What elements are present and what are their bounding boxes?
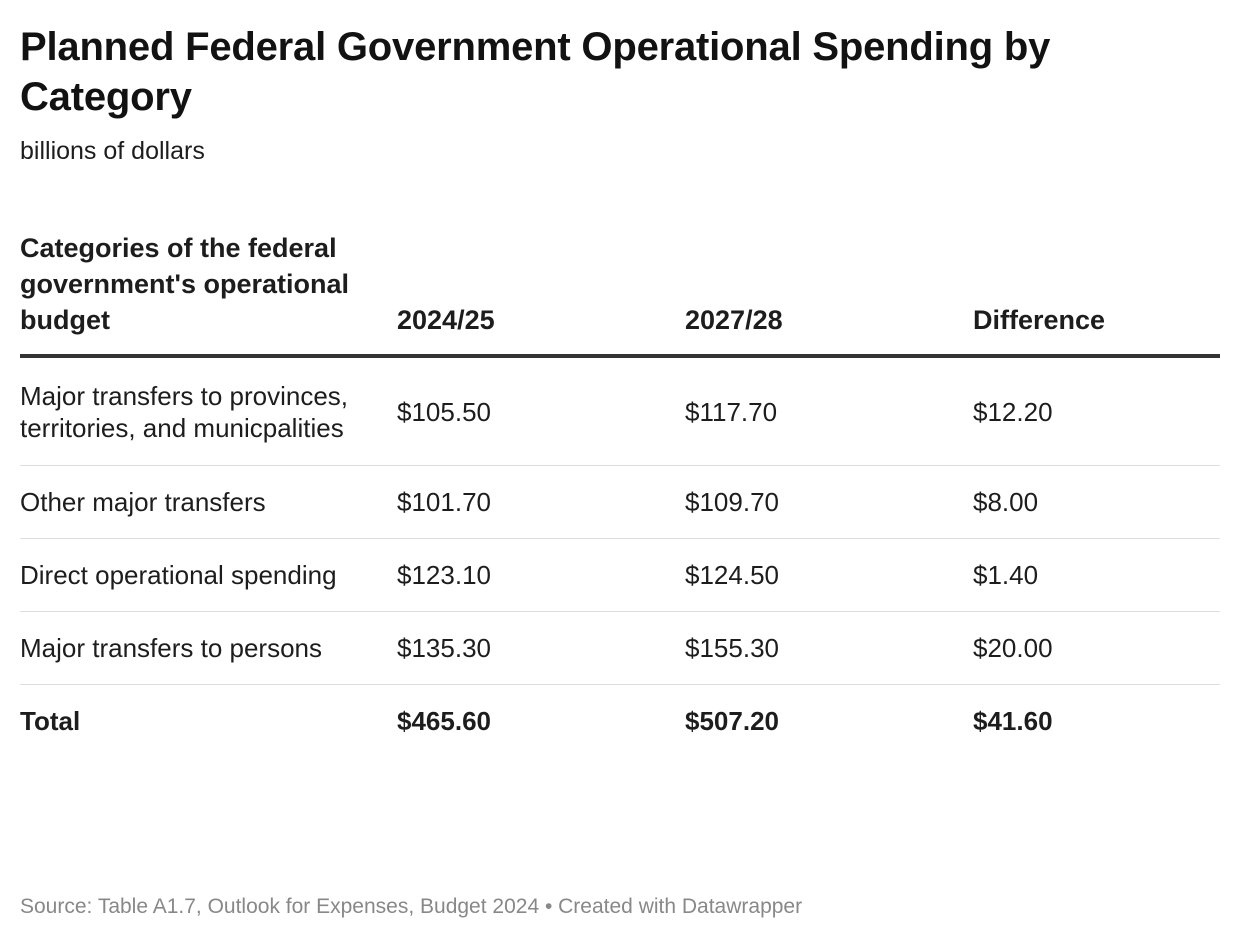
column-header-category[interactable]: Categories of the federal government's o… (20, 230, 397, 358)
row-2024-25-cell: $135.30 (397, 611, 685, 685)
row-2027-28-cell: $155.30 (685, 611, 973, 685)
row-difference-cell: $12.20 (973, 356, 1220, 466)
total-difference-cell: $41.60 (973, 706, 1053, 736)
chart-subtitle: billions of dollars (20, 137, 205, 165)
row-2027-28-cell: $124.50 (685, 538, 973, 612)
column-header-2027-28[interactable]: 2027/28 (685, 230, 973, 358)
total-2024-25-cell: $465.60 (397, 706, 491, 736)
row-2027-28-cell: $109.70 (685, 465, 973, 539)
column-header-difference[interactable]: Difference (973, 230, 1220, 358)
total-label-cell: Total (20, 706, 81, 736)
chart-title: Planned Federal Government Operational S… (20, 25, 1051, 119)
total-row: Total $465.60 $507.20 $41.60 (20, 685, 1220, 758)
column-header-2024-25[interactable]: 2024/25 (397, 230, 685, 358)
row-category-cell: Major transfers to persons (20, 611, 397, 685)
row-category-cell: Major transfers to provinces, territorie… (20, 356, 397, 466)
chart-container: Planned Federal Government Operational S… (20, 0, 1220, 918)
source-footer: Source: Table A1.7, Outlook for Expenses… (20, 895, 803, 918)
row-2024-25-cell: $123.10 (397, 538, 685, 612)
row-2024-25-cell: $105.50 (397, 356, 685, 466)
table-row: Other major transfers $101.70 $109.70 $8… (20, 465, 1220, 539)
table-row: Major transfers to provinces, territorie… (20, 356, 1220, 466)
row-difference-cell: $8.00 (973, 465, 1220, 539)
row-difference-cell: $1.40 (973, 538, 1220, 612)
data-table: Categories of the federal government's o… (20, 230, 1220, 757)
total-2027-28-cell: $507.20 (685, 706, 779, 736)
row-category-cell: Direct operational spending (20, 538, 397, 612)
row-difference-cell: $20.00 (973, 611, 1220, 685)
table-row: Major transfers to persons $135.30 $155.… (20, 611, 1220, 685)
row-2024-25-cell: $101.70 (397, 465, 685, 539)
header-row: Categories of the federal government's o… (20, 230, 1220, 358)
row-2027-28-cell: $117.70 (685, 356, 973, 466)
table-row: Direct operational spending $123.10 $124… (20, 538, 1220, 612)
row-category-cell: Other major transfers (20, 465, 397, 539)
